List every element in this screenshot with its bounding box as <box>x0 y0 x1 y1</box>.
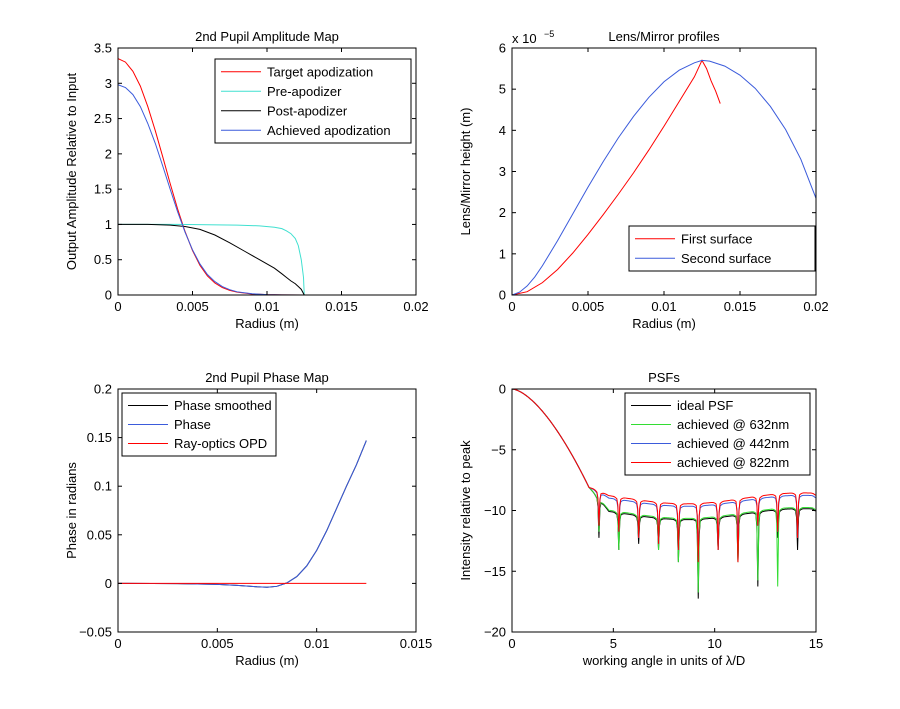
series-line-post-apodizer <box>118 223 305 295</box>
y-tick-label: 0 <box>105 576 112 591</box>
legend-label: Pre-apodizer <box>267 84 342 99</box>
subplot-4: 0 5 10 15 −20 −15 −10 −5 0 PSFs working angle in u… <box>458 370 823 668</box>
x-tick-label: 0.015 <box>724 299 757 314</box>
series-line-achieved-apodization <box>118 84 305 295</box>
subplot-1: 0 0.005 0.01 0.015 0.02 0 0.5 1 1.5 2 2.5 3 3.5 2nd P… <box>64 29 429 331</box>
y-tick-label: 0.1 <box>94 479 112 494</box>
y-tick-label: −10 <box>484 503 506 518</box>
y-tick-label: 1 <box>499 246 506 261</box>
legend-box <box>624 392 811 476</box>
series-line-achieved-822nm <box>512 389 816 563</box>
y-tick-label: −20 <box>484 625 506 640</box>
y-tick-label: 2 <box>105 146 112 161</box>
x-tick-label: 0.015 <box>400 636 433 651</box>
legend: Target apodization Pre-apodizer Post-apodi… <box>214 58 412 144</box>
x-axis-label: Radius (m) <box>632 316 696 331</box>
y-tick-label: 3.5 <box>94 41 112 56</box>
y-tick-label: 0 <box>499 382 506 397</box>
y-tick-label: 0.15 <box>87 430 112 445</box>
legend-box <box>628 225 816 272</box>
x-tick-label: 5 <box>610 636 617 651</box>
legend-label: Ray-optics OPD <box>174 436 267 451</box>
x-tick-label: 0 <box>114 299 121 314</box>
chart-title: PSFs <box>648 370 680 385</box>
legend: First surface Second surface <box>628 225 816 272</box>
legend-label: achieved @ 822nm <box>677 455 789 470</box>
y-exponent-value: −5 <box>544 29 554 39</box>
chart-title: 2nd Pupil Amplitude Map <box>195 29 339 44</box>
series-line-second-surface <box>512 59 816 295</box>
legend-label: Target apodization <box>267 64 373 79</box>
y-tick-label: 3 <box>499 164 506 179</box>
legend-label: Second surface <box>681 251 771 266</box>
y-tick-label: 0 <box>105 288 112 303</box>
series-line-pre-apodizer <box>118 223 305 295</box>
legend-label: Phase <box>174 417 211 432</box>
x-tick-label: 0 <box>508 636 515 651</box>
y-tick-label: 4 <box>499 123 506 138</box>
plot-area <box>512 389 816 599</box>
x-tick-label: 0.01 <box>254 299 279 314</box>
y-tick-label: 5 <box>499 82 506 97</box>
x-tick-label: 10 <box>707 636 721 651</box>
y-axis-label: Phase in radians <box>64 462 79 559</box>
y-tick-label: 0 <box>499 288 506 303</box>
x-tick-label: 0.005 <box>572 299 605 314</box>
x-axis-label: Radius (m) <box>235 653 299 668</box>
y-tick-label: 0.05 <box>87 527 112 542</box>
chart-title: Lens/Mirror profiles <box>608 29 720 44</box>
x-tick-label: 0.02 <box>803 299 828 314</box>
y-tick-label: 1.5 <box>94 182 112 197</box>
x-axis-label: working angle in units of λ/D <box>582 653 746 668</box>
x-tick-label: 0.02 <box>403 299 428 314</box>
x-tick-label: 15 <box>809 636 823 651</box>
legend-label: ideal PSF <box>677 398 733 413</box>
series-line-first-surface <box>512 59 721 295</box>
y-axis-label: Intensity relative to peak <box>458 440 473 581</box>
y-tick-label: 2 <box>499 205 506 220</box>
y-tick-label: 2.5 <box>94 111 112 126</box>
x-tick-label: 0.015 <box>325 299 358 314</box>
y-tick-label: 0.5 <box>94 252 112 267</box>
y-tick-label: 1 <box>105 217 112 232</box>
legend-label: Achieved apodization <box>267 123 391 138</box>
y-axis-label: Output Amplitude Relative to Input <box>64 72 79 270</box>
axes-box <box>117 388 417 633</box>
y-tick-label: −5 <box>491 442 506 457</box>
y-exponent-label: x 10 <box>512 31 537 46</box>
x-tick-label: 0.01 <box>651 299 676 314</box>
series-line-phase <box>118 440 367 588</box>
y-tick-label: −15 <box>484 564 506 579</box>
x-tick-label: 0.005 <box>176 299 209 314</box>
y-tick-label: 3 <box>105 76 112 91</box>
x-tick-label: 0 <box>508 299 515 314</box>
x-tick-label: 0 <box>114 636 121 651</box>
x-tick-label: 0.01 <box>304 636 329 651</box>
x-tick-label: 0.005 <box>201 636 234 651</box>
x-axis-label: Radius (m) <box>235 316 299 331</box>
legend-box <box>214 58 412 144</box>
y-tick-label: 6 <box>499 41 506 56</box>
legend-label: First surface <box>681 231 753 246</box>
plot-area <box>118 440 367 588</box>
subplot-2: 0 0.005 0.01 0.015 0.02 0 1 2 3 4 5 6 Lens/Mirror pr… <box>458 29 829 331</box>
series-line-phase-smoothed <box>118 440 367 588</box>
plot-area <box>118 58 305 295</box>
legend-label: achieved @ 632nm <box>677 417 789 432</box>
y-tick-label: −0.05 <box>79 625 112 640</box>
chart-title: 2nd Pupil Phase Map <box>205 370 329 385</box>
legend-label: Phase smoothed <box>174 398 272 413</box>
legend-label: achieved @ 442nm <box>677 436 789 451</box>
y-axis-label: Lens/Mirror height (m) <box>458 108 473 236</box>
plot-area <box>512 59 816 295</box>
legend: ideal PSF achieved @ 632nm achieved @ 442n… <box>624 392 811 476</box>
legend: Phase smoothed Phase Ray-optics OPD <box>121 392 277 457</box>
y-tick-label: 0.2 <box>94 382 112 397</box>
legend-label: Post-apodizer <box>267 103 348 118</box>
